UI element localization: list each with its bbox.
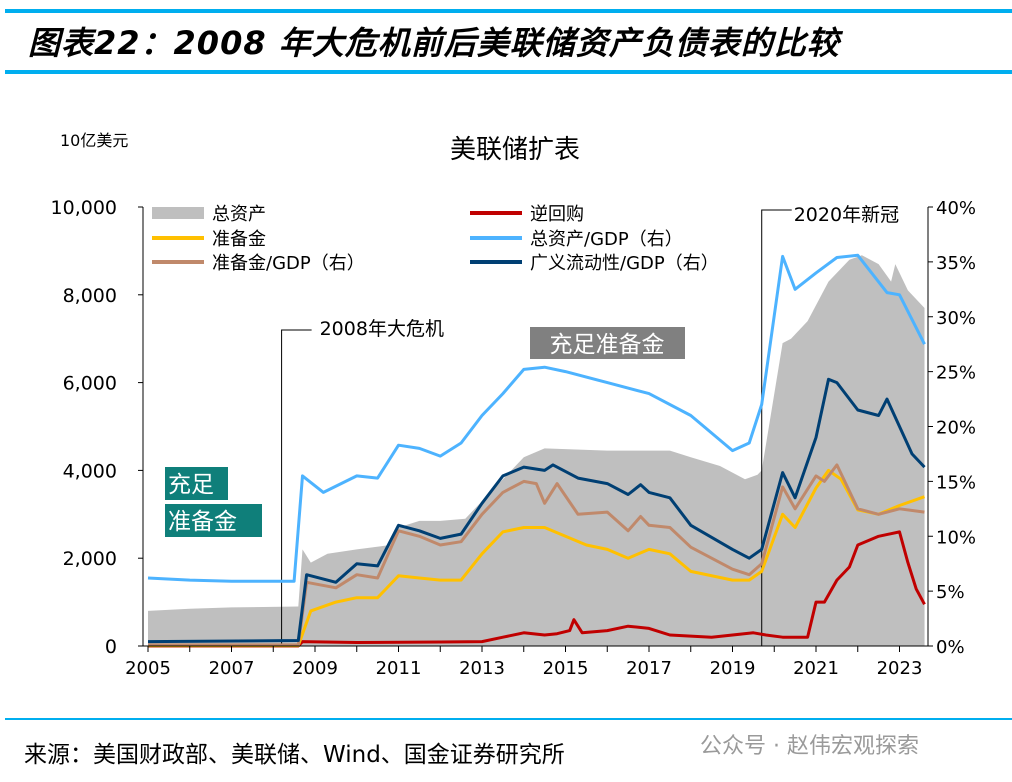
series-line-5 xyxy=(147,377,926,644)
legend-label: 总资产 xyxy=(212,204,266,225)
annotation-ample-line1: 充足 xyxy=(168,472,214,498)
legend-label: 广义流动性/GDP（右） xyxy=(530,253,719,274)
top-rule xyxy=(5,9,1012,13)
covid-2020-marker xyxy=(761,209,792,646)
y-tick-label: 6,000 xyxy=(63,373,117,395)
x-tick-label: 2021 xyxy=(793,658,839,679)
series-line-3 xyxy=(147,253,926,583)
ample-reserves-box xyxy=(530,327,685,359)
x-tick-label: 2013 xyxy=(459,658,505,679)
crisis-2008-marker xyxy=(281,329,312,646)
x-tick-label: 2017 xyxy=(626,658,672,679)
annotation-2008-crisis: 2008年大危机 xyxy=(320,318,444,340)
title-rule xyxy=(5,70,1012,74)
y2-tick-label: 10% xyxy=(936,527,976,548)
x-tick-label: 2005 xyxy=(125,658,171,679)
series-line-4 xyxy=(148,463,925,647)
bottom-rule xyxy=(5,718,1012,720)
x-tick-label: 2007 xyxy=(209,658,255,679)
y2-tick-label: 30% xyxy=(936,308,976,329)
y-axis-label: 10亿美元 xyxy=(60,131,128,150)
y2-tick-label: 35% xyxy=(936,253,976,274)
y-tick-label: 0 xyxy=(105,636,117,658)
series-line-1 xyxy=(148,530,926,648)
x-tick-label: 2011 xyxy=(376,658,422,679)
annotation-2020-covid: 2020年新冠 xyxy=(794,204,899,226)
legend-label: 逆回购 xyxy=(530,204,584,225)
y2-tick-label: 40% xyxy=(936,198,976,219)
x-tick-label: 2019 xyxy=(710,658,756,679)
source-note: 来源：美国财政部、美联储、Wind、国金证券研究所 xyxy=(24,742,565,768)
legend-label: 准备金 xyxy=(212,229,266,250)
annotation-ample-reserves: 充足准备金 xyxy=(550,332,665,358)
y2-tick-label: 25% xyxy=(936,363,976,384)
y-tick-label: 10,000 xyxy=(51,197,117,219)
legend-swatch xyxy=(152,207,204,219)
series-line-2 xyxy=(148,468,925,648)
x-tick-label: 2015 xyxy=(543,658,589,679)
y-tick-label: 4,000 xyxy=(63,460,117,482)
legend-label: 总资产/GDP（右） xyxy=(530,229,683,250)
y2-tick-label: 15% xyxy=(936,472,976,493)
annotation-ample-line2: 准备金 xyxy=(168,509,237,535)
y-tick-label: 8,000 xyxy=(63,285,117,307)
x-tick-label: 2009 xyxy=(292,658,338,679)
y2-tick-label: 20% xyxy=(936,418,976,439)
y2-tick-label: 0% xyxy=(936,637,965,658)
chart-title: 美联储扩表 xyxy=(450,135,580,165)
figure-title: 图表22：2008 年大危机前后美联储资产负债表的比较 xyxy=(28,24,840,62)
ample-reserves-box-left-2 xyxy=(165,504,262,537)
watermark: 公众号 · 赵伟宏观探索 xyxy=(700,734,919,759)
x-tick-label: 2023 xyxy=(877,658,923,679)
legend-label: 准备金/GDP（右） xyxy=(212,253,365,274)
y2-tick-label: 5% xyxy=(936,582,965,603)
y-tick-label: 2,000 xyxy=(63,548,117,570)
series-area-total-assets xyxy=(148,255,925,647)
ample-reserves-box-left-1 xyxy=(165,467,228,500)
